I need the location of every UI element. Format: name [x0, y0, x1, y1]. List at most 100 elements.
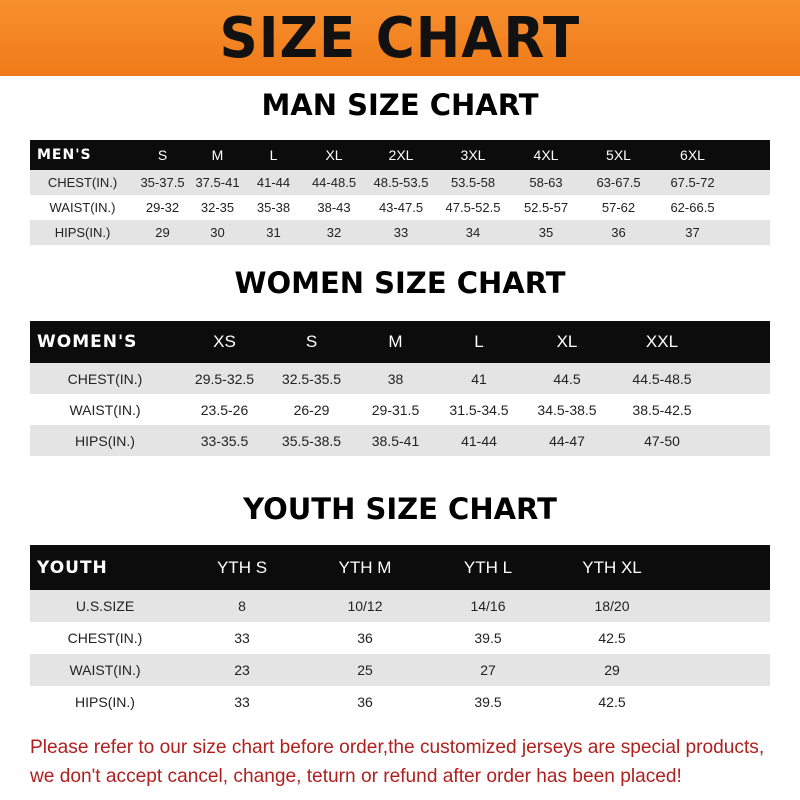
cell: 47-50	[644, 432, 680, 449]
row-label: WAIST(IN.)	[69, 401, 141, 418]
men-section-title: MAN SIZE CHART	[261, 88, 539, 122]
cell: 32.5-35.5	[281, 370, 342, 387]
youth-size-table: YOUTH YTH S YTH M YTH L YTH XL U.S.SIZE 8 10/12…	[30, 545, 770, 718]
cell: 2XL	[388, 147, 414, 163]
table-header-row: YOUTH YTH S YTH M YTH L YTH XL	[30, 545, 770, 590]
cell: 32-35	[200, 200, 235, 215]
cell: YTH M	[338, 557, 392, 577]
notice-line-1: Please refer to our size chart before or…	[30, 736, 765, 758]
cell: 38	[387, 370, 404, 387]
cell: 29-31.5	[371, 401, 420, 418]
page-title: SIZE CHART	[219, 5, 581, 71]
cell: 29-32	[145, 200, 180, 215]
cell: 25	[357, 662, 373, 678]
cell: YTH XL	[582, 557, 642, 577]
notice-line-2: we don't accept cancel, change, teturn o…	[30, 765, 682, 787]
cell: 36	[357, 694, 373, 710]
cell: 35.5-38.5	[281, 432, 342, 449]
table-row: CHEST(IN.) 33 36 39.5 42.5	[30, 622, 770, 654]
cell: 41-44	[461, 432, 497, 449]
cell: 67.5-72	[670, 175, 715, 190]
cell: S	[305, 332, 318, 351]
cell: 10/12	[347, 598, 383, 614]
cell: 35	[538, 225, 554, 240]
cell: 52.5-57	[523, 200, 569, 215]
cell: L	[269, 147, 278, 163]
cell: 41	[471, 370, 487, 387]
cell: 47.5-52.5	[445, 200, 501, 215]
women-section-title: WOMEN SIZE CHART	[234, 266, 566, 300]
row-label: WAIST(IN.)	[49, 200, 116, 215]
row-label: HIPS(IN.)	[54, 225, 111, 240]
table-row: CHEST(IN.) 29.5-32.5 32.5-35.5 38 41 44.5 44.5…	[30, 363, 770, 394]
banner: SIZE CHART	[0, 0, 800, 76]
cell: XXL	[645, 332, 679, 351]
cell: 23	[234, 662, 250, 678]
table-header-row: MEN'S S M L XL 2XL 3XL 4XL 5XL 6XL	[30, 140, 770, 170]
cell: 26-29	[293, 401, 330, 418]
row-label: HIPS(IN.)	[75, 432, 135, 449]
cell: 44.5-48.5	[632, 370, 692, 387]
cell: 23.5-26	[200, 401, 249, 418]
cell: 43-47.5	[378, 200, 424, 215]
cell: 14/16	[470, 598, 506, 614]
order-notice: Please refer to our size chart before or…	[30, 733, 790, 791]
cell: 38.5-42.5	[632, 401, 692, 418]
cell: 29.5-32.5	[194, 370, 255, 387]
row-label: U.S.SIZE	[75, 598, 135, 614]
cell: XS	[213, 332, 236, 351]
cell: 34.5-38.5	[537, 401, 597, 418]
table-header-row: WOMEN'S XS S M L XL XXL	[30, 321, 770, 363]
cell: 31	[266, 225, 281, 240]
cell: 57-62	[601, 200, 636, 215]
cell: 5XL	[606, 147, 631, 163]
cell: 35-38	[256, 200, 291, 215]
cell: 27	[480, 662, 496, 678]
cell: 29	[155, 225, 170, 240]
row-label: CHEST(IN.)	[47, 175, 118, 190]
row-label: HIPS(IN.)	[75, 694, 135, 710]
cell: 37	[685, 225, 700, 240]
cell: 42.5	[598, 694, 626, 710]
cell: 29	[604, 662, 620, 678]
cell: 44-47	[549, 432, 585, 449]
cell: M	[388, 332, 403, 351]
cell: YTH L	[463, 557, 513, 577]
cell: XL	[325, 147, 343, 163]
table-row: CHEST(IN.) 35-37.5 37.5-41 41-44 44-48.5 48.5…	[30, 170, 770, 195]
cell: 36	[611, 225, 626, 240]
cell: 42.5	[598, 630, 626, 646]
table-row: WAIST(IN.) 23.5-26 26-29 29-31.5 31.5-34.5 34…	[30, 394, 770, 425]
cell: 39.5	[474, 630, 502, 646]
row-label: CHEST(IN.)	[67, 630, 143, 646]
cell: 32	[326, 225, 342, 240]
row-label: CHEST(IN.)	[67, 370, 143, 387]
cell: 53.5-58	[450, 175, 496, 190]
cell: 62-66.5	[670, 200, 715, 215]
cell: XL	[556, 332, 578, 351]
cell: M	[211, 147, 224, 163]
row-label: WAIST(IN.)	[69, 662, 141, 678]
cell: L	[474, 332, 484, 351]
cell: 33	[234, 694, 250, 710]
cell: 34	[465, 225, 481, 240]
cell: 44-48.5	[311, 175, 357, 190]
cell: 44.5	[553, 370, 581, 387]
cell: 3XL	[460, 147, 486, 163]
cell: 33	[393, 225, 409, 240]
cell: 6XL	[680, 147, 705, 163]
cell: S	[157, 147, 168, 163]
cell: 31.5-34.5	[449, 401, 509, 418]
row-label: YOUTH	[37, 557, 108, 578]
row-label: MEN'S	[37, 147, 92, 163]
cell: 38.5-41	[371, 432, 420, 449]
cell: 48.5-53.5	[373, 175, 429, 190]
row-label: WOMEN'S	[37, 332, 138, 352]
cell: 58-63	[529, 175, 563, 190]
cell: 33	[234, 630, 250, 646]
cell: 41-44	[256, 175, 291, 190]
cell: 37.5-41	[195, 175, 240, 190]
cell: 63-67.5	[596, 175, 641, 190]
youth-section-title: YOUTH SIZE CHART	[243, 492, 557, 526]
table-row: HIPS(IN.) 33 36 39.5 42.5	[30, 686, 770, 718]
